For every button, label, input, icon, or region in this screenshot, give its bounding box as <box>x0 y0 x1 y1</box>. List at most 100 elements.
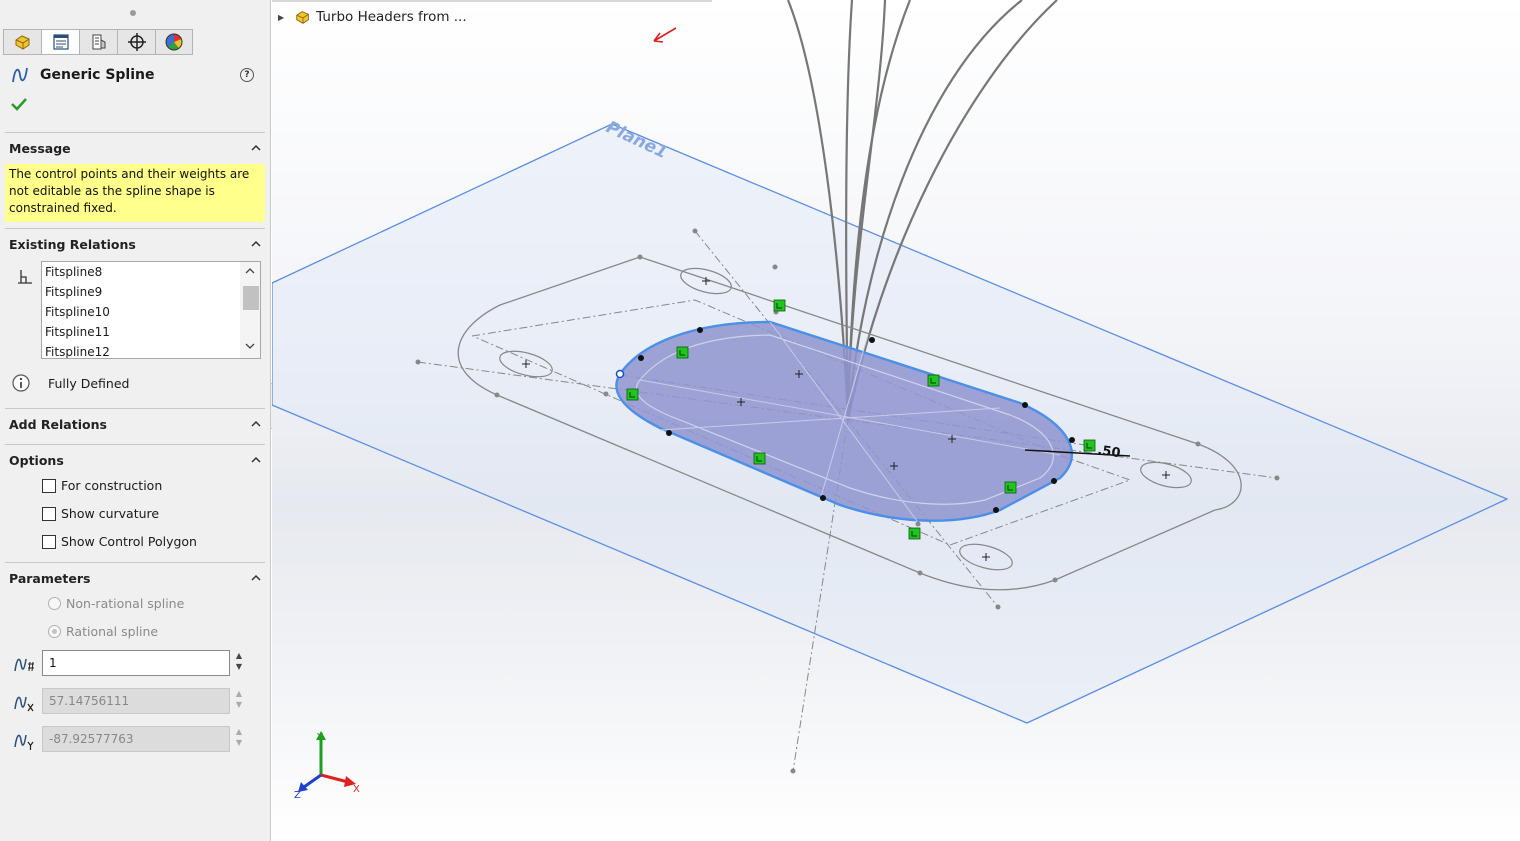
list-item[interactable]: Fitspline10 <box>45 305 110 319</box>
selected-point[interactable] <box>615 369 625 379</box>
control-point-number-spinner[interactable]: ▲ ▼ <box>235 651 243 671</box>
message-text: The control points and their weights are… <box>5 164 265 222</box>
property-manager-icon <box>52 34 69 50</box>
fixed-relation-icon[interactable] <box>908 527 921 540</box>
scroll-down-icon[interactable] <box>245 342 255 350</box>
tab-configuration-manager[interactable] <box>79 29 117 55</box>
reference-triad: Y X Z <box>294 731 360 801</box>
x-coordinate-icon <box>14 696 34 712</box>
spline-points[interactable] <box>638 327 1075 513</box>
checkmark-icon <box>11 98 27 111</box>
non-rational-spline-radio: Non-rational spline <box>48 596 184 611</box>
checkbox-box[interactable] <box>42 534 56 549</box>
show-control-polygon-checkbox[interactable]: Show Control Polygon <box>42 534 197 549</box>
graphics-viewport[interactable]: ▶ Turbo Headers from ... Plane1 <box>272 0 1520 841</box>
crosshair-markers <box>522 277 1170 561</box>
tree-divider <box>272 0 712 2</box>
panel-grip[interactable] <box>130 10 136 16</box>
dimension[interactable]: .50 <box>1024 443 1131 461</box>
feature-tree-label: Turbo Headers from ... <box>316 9 467 25</box>
sketch-points <box>415 228 1280 774</box>
feature-tree-item[interactable]: ▶ Turbo Headers from ... <box>278 8 467 26</box>
tab-feature-manager[interactable] <box>3 29 41 55</box>
chevron-up-icon[interactable] <box>251 455 261 465</box>
relations-scrollbar[interactable] <box>240 262 260 358</box>
ok-button[interactable] <box>11 97 27 114</box>
radio-label: Rational spline <box>66 624 159 639</box>
parameters-section: Parameters <box>5 562 265 593</box>
options-label: Options <box>9 452 64 468</box>
relation-icons[interactable] <box>626 299 1096 540</box>
chevron-up-icon[interactable] <box>251 419 261 429</box>
y-coordinate-icon <box>14 734 34 750</box>
dimxpert-icon <box>127 33 146 51</box>
chevron-up-icon[interactable] <box>251 143 261 153</box>
slot-ellipses <box>499 267 1192 571</box>
fixed-relation-icon[interactable] <box>753 452 766 465</box>
info-icon <box>12 374 30 392</box>
x-axis-label: X <box>353 784 360 795</box>
chevron-up-icon[interactable] <box>251 573 261 583</box>
expand-caret-icon[interactable]: ▶ <box>278 12 285 22</box>
help-icon[interactable]: ? <box>240 68 254 82</box>
status-text: Fully Defined <box>48 375 130 391</box>
part-icon <box>296 11 310 24</box>
control-point-number-field[interactable]: 1 <box>42 650 230 676</box>
list-item[interactable]: Fitspline12 <box>45 345 110 359</box>
part-icon <box>15 35 29 50</box>
existing-relations-label: Existing Relations <box>9 236 136 252</box>
fixed-relation-icon[interactable] <box>676 346 689 359</box>
control-point-number-icon <box>14 658 34 672</box>
panel-title-row: Generic Spline ? <box>10 64 262 86</box>
message-header[interactable]: Message <box>5 133 265 163</box>
parameters-header[interactable]: Parameters <box>5 563 265 593</box>
fixed-relation-icon[interactable] <box>626 388 639 401</box>
options-header[interactable]: Options <box>5 445 265 475</box>
z-axis <box>303 773 322 789</box>
message-header-label: Message <box>9 140 71 156</box>
existing-relations-section: Existing Relations <box>5 228 265 259</box>
checkbox-box[interactable] <box>42 506 56 521</box>
rational-spline-radio: Rational spline <box>48 624 158 639</box>
add-relations-section: Add Relations <box>5 408 265 439</box>
z-axis-label: Z <box>294 790 301 801</box>
options-section: Options <box>5 444 265 475</box>
configuration-manager-icon <box>92 34 105 50</box>
show-curvature-checkbox[interactable]: Show curvature <box>42 506 159 521</box>
scroll-up-icon[interactable] <box>245 267 255 275</box>
selected-spline-region[interactable] <box>615 320 1074 522</box>
list-item[interactable]: Fitspline9 <box>45 285 103 299</box>
tab-display-manager[interactable] <box>155 29 193 55</box>
manager-tabs <box>3 29 193 55</box>
chevron-up-icon[interactable] <box>251 239 261 249</box>
existing-relations-list[interactable]: Fitspline8 Fitspline9 Fitspline10 Fitspl… <box>41 261 261 359</box>
spline-icon <box>12 67 28 83</box>
scrollbar-thumb[interactable] <box>243 286 259 310</box>
view-orientation-arrow-icon <box>653 27 677 43</box>
fixed-relation-icon[interactable] <box>1004 481 1017 494</box>
fixed-relation-icon[interactable] <box>1083 439 1096 452</box>
checkbox-label: Show Control Polygon <box>61 534 197 549</box>
tab-dimxpert-manager[interactable] <box>117 29 155 55</box>
add-relations-header[interactable]: Add Relations <box>5 409 265 439</box>
for-construction-checkbox[interactable]: For construction <box>42 478 162 493</box>
dimension-label: .50 <box>1096 443 1121 461</box>
inner-spline-outline <box>635 334 1054 505</box>
radio-circle <box>48 625 61 638</box>
checkbox-label: Show curvature <box>61 506 160 521</box>
existing-relations-header[interactable]: Existing Relations <box>5 229 265 259</box>
display-manager-icon <box>165 33 183 51</box>
relations-icon <box>18 270 32 284</box>
x-coordinate-field: 57.14756111 <box>42 688 230 714</box>
y-axis-label: Y <box>316 732 324 743</box>
tab-property-manager[interactable] <box>41 29 79 55</box>
fixed-relation-icon[interactable] <box>927 374 940 387</box>
fixed-relation-icon[interactable] <box>773 299 786 312</box>
sketch-scene[interactable]: Plane1 <box>272 0 1520 841</box>
list-item[interactable]: Fitspline11 <box>45 325 110 339</box>
checkbox-box[interactable] <box>42 478 56 493</box>
list-item[interactable]: Fitspline8 <box>45 265 103 279</box>
property-manager-panel: Generic Spline ? Message The control poi… <box>0 0 271 841</box>
y-coordinate-spinner: ▲ ▼ <box>235 727 243 747</box>
fully-defined-status: Fully Defined <box>12 374 129 392</box>
